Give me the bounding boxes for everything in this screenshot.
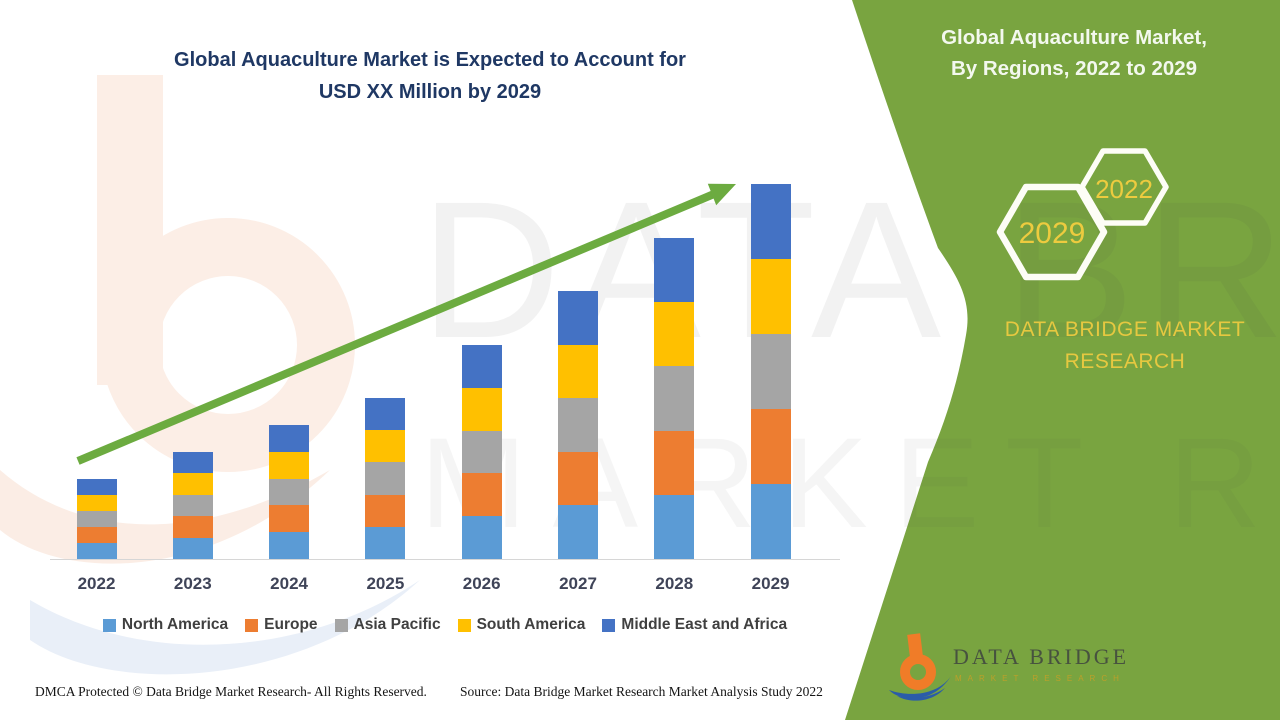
panel-brand-text: DATA BRIDGE MARKET RESEARCH: [955, 314, 1280, 378]
bar-2027-segment-south-america: [558, 344, 598, 399]
bar-2024-segment-europe: [269, 505, 310, 533]
panel-brand-line2: RESEARCH: [1064, 350, 1186, 373]
chart-title-line2: USD XX Million by 2029: [318, 81, 542, 103]
legend-swatch-middle-east-and-africa: [602, 618, 616, 632]
bar-2028-segment-asia-pacific: [654, 366, 695, 431]
legend-swatch-north-america: [102, 618, 116, 632]
bar-2027: [558, 291, 598, 559]
company-logo: DATA BRIDGE MARKET RESEARCH: [885, 630, 1215, 705]
bar-2023-segment-middle-east-and-africa: [172, 452, 213, 474]
legend-item-middle-east-and-africa: Middle East and Africa: [602, 616, 787, 634]
bar-2025: [365, 398, 406, 559]
bar-2024-segment-north-america: [269, 532, 310, 559]
bar-2029-segment-south-america: [750, 259, 791, 334]
legend-item-asia-pacific: Asia Pacific: [334, 616, 441, 634]
bar-2024-segment-middle-east-and-africa: [269, 425, 310, 452]
bar-2023: [172, 452, 213, 559]
panel-heading-line2: By Regions, 2022 to 2029: [950, 57, 1198, 80]
panel-heading: Global Aquaculture Market, By Regions, 2…: [900, 22, 1248, 84]
bar-2025-segment-asia-pacific: [365, 462, 406, 495]
bar-2026-segment-north-america: [461, 516, 502, 559]
bar-2028: [654, 238, 695, 559]
bar-2028-segment-south-america: [654, 302, 695, 367]
bar-2023-segment-south-america: [172, 473, 213, 495]
bar-2024-segment-asia-pacific: [269, 478, 310, 506]
bar-2027-segment-middle-east-and-africa: [558, 291, 598, 345]
year-label-2023: 2023: [173, 574, 212, 593]
legend-swatch-south-america: [457, 618, 471, 632]
dmca-notice: DMCA Protected © Data Bridge Market Rese…: [35, 684, 427, 699]
legend-item-europe: Europe: [245, 616, 318, 634]
bar-2028-segment-middle-east-and-africa: [654, 238, 695, 303]
bar-2022-segment-asia-pacific: [76, 511, 117, 527]
legend-swatch-asia-pacific: [334, 618, 348, 632]
legend-label-asia-pacific: Asia Pacific: [353, 616, 441, 633]
bar-2023-segment-north-america: [172, 537, 213, 559]
bar-2024: [269, 425, 310, 559]
chart-legend: North America Europe Asia Pacific South Ame…: [50, 616, 840, 634]
year-label-2029: 2029: [751, 574, 790, 593]
bar-2022-segment-north-america: [76, 543, 117, 559]
logo-subtitle-text: MARKET RESEARCH: [955, 674, 1125, 683]
year-label-2028: 2028: [655, 574, 694, 593]
bar-2026: [461, 345, 502, 559]
data-bridge-logo-icon: [889, 633, 951, 701]
bar-2022-segment-middle-east-and-africa: [76, 479, 117, 495]
bar-2029-segment-north-america: [750, 484, 791, 559]
legend-label-europe: Europe: [264, 616, 318, 633]
bar-2026-segment-europe: [461, 473, 502, 517]
bar-2022: [76, 479, 117, 559]
year-label-2027: 2027: [559, 574, 597, 593]
hexagon-2029-label: 2029: [1018, 217, 1086, 250]
bar-2027-segment-north-america: [558, 505, 598, 559]
legend-swatch-europe: [245, 618, 259, 632]
legend-label-north-america: North America: [121, 616, 229, 633]
bar-2026-segment-south-america: [461, 387, 502, 431]
bar-2028-segment-europe: [654, 430, 695, 495]
chart-title-line1: Global Aquaculture Market is Expected to…: [174, 49, 686, 71]
logo-name-text: DATA BRIDGE: [953, 644, 1130, 669]
panel-heading-line1: Global Aquaculture Market,: [941, 26, 1207, 49]
bar-2023-segment-europe: [172, 516, 213, 538]
bar-2024-segment-south-america: [269, 451, 310, 479]
bar-2022-segment-south-america: [76, 495, 117, 511]
bar-2027-segment-asia-pacific: [558, 398, 598, 452]
bar-2028-segment-north-america: [654, 494, 695, 559]
bar-2025-segment-middle-east-and-africa: [365, 398, 406, 431]
source-credit: Source: Data Bridge Market Research Mark…: [460, 684, 823, 699]
bar-2025-segment-north-america: [365, 526, 406, 559]
legend-label-south-america: South America: [476, 616, 586, 633]
bar-2026-segment-asia-pacific: [461, 430, 502, 474]
legend-item-south-america: South America: [457, 616, 586, 634]
bar-2027-segment-europe: [558, 451, 598, 506]
bar-2029: [750, 184, 791, 559]
year-label-2025: 2025: [366, 574, 405, 593]
year-label-2026: 2026: [462, 574, 501, 593]
legend-label-middle-east-and-africa: Middle East and Africa: [621, 616, 788, 633]
bar-2022-segment-europe: [76, 527, 117, 543]
bar-2029-segment-middle-east-and-africa: [750, 184, 791, 259]
bar-2023-segment-asia-pacific: [172, 494, 213, 517]
bar-2025-segment-south-america: [365, 430, 406, 463]
bar-2026-segment-middle-east-and-africa: [461, 345, 502, 388]
x-axis-line: [50, 559, 840, 560]
chart-title: Global Aquaculture Market is Expected to…: [60, 44, 800, 108]
year-label-2022: 2022: [77, 574, 116, 593]
bar-2029-segment-asia-pacific: [750, 334, 791, 409]
bar-2025-segment-europe: [365, 494, 406, 527]
year-label-2024: 2024: [270, 574, 308, 593]
legend-item-north-america: North America: [102, 616, 229, 634]
hexagon-2022-label: 2022: [1095, 174, 1153, 204]
panel-brand-line1: DATA BRIDGE MARKET: [1004, 318, 1246, 341]
bar-2029-segment-europe: [750, 409, 791, 484]
